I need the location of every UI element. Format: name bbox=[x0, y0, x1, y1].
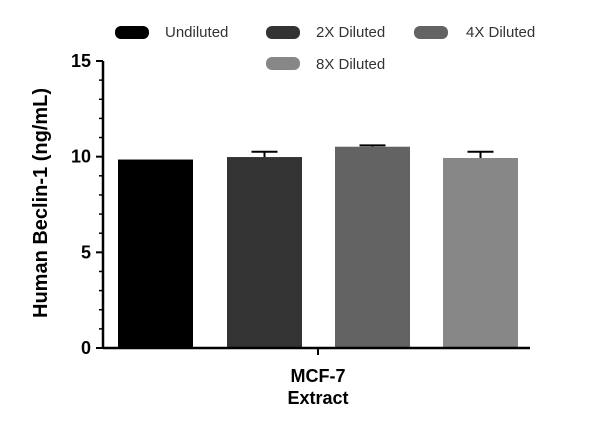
category-label-line-1: MCF-7 bbox=[291, 366, 346, 386]
bars-group bbox=[118, 146, 518, 348]
error-bars-group bbox=[251, 144, 494, 159]
y-tick-label-10: 10 bbox=[71, 147, 91, 167]
legend-label-undiluted: Undiluted bbox=[165, 24, 228, 41]
legend-swatch-8x-diluted bbox=[266, 57, 300, 70]
y-axis-title: Human Beclin-1 (ng/mL) bbox=[30, 88, 52, 318]
legend-swatch-undiluted bbox=[115, 26, 149, 39]
bar-4x-diluted bbox=[335, 146, 410, 348]
bar-2x-diluted bbox=[227, 157, 302, 348]
legend-label-4x-diluted: 4X Diluted bbox=[466, 24, 535, 41]
category-label-line-2: Extract bbox=[287, 388, 348, 408]
legend-swatch-4x-diluted bbox=[414, 26, 448, 39]
legend-label-2x-diluted: 2X Diluted bbox=[316, 24, 385, 41]
bar-undiluted bbox=[118, 159, 193, 348]
y-tick-label-5: 5 bbox=[81, 242, 91, 262]
legend-label-8x-diluted: 8X Diluted bbox=[316, 56, 385, 73]
y-tick-label-15: 15 bbox=[71, 51, 91, 71]
legend-swatch-2x-diluted bbox=[266, 26, 300, 39]
axes: 0 5 10 15 bbox=[71, 51, 530, 358]
y-tick-label-0: 0 bbox=[81, 338, 91, 358]
legend: Undiluted 2X Diluted 4X Diluted 8X Diluted bbox=[115, 24, 535, 73]
bar-8x-diluted bbox=[443, 158, 518, 348]
